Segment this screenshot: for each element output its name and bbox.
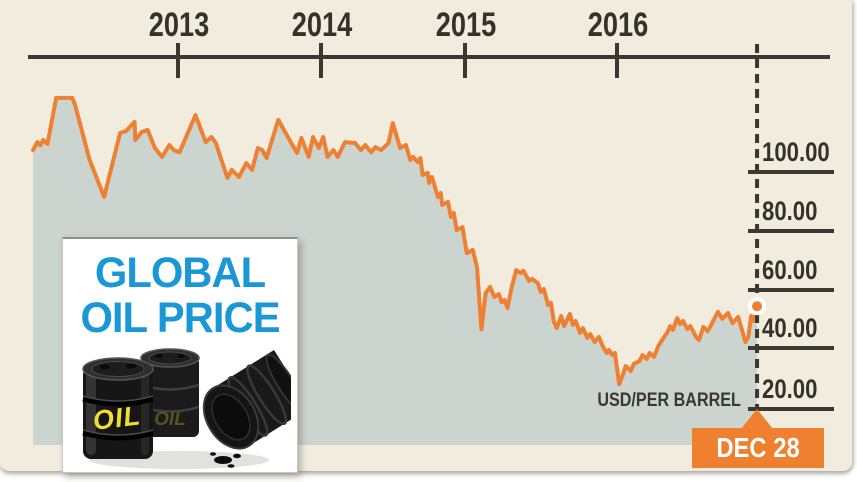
barrel-middle-oil-label: OIL bbox=[154, 409, 186, 430]
year-axis-line bbox=[28, 55, 830, 59]
inset-title-card: GLOBAL OIL PRICE OIL bbox=[62, 237, 298, 473]
year-tick-2016 bbox=[615, 43, 619, 78]
oil-splat bbox=[210, 452, 241, 468]
price-tick-40 bbox=[748, 346, 834, 350]
price-tick-60 bbox=[748, 288, 834, 292]
price-tick-80 bbox=[748, 229, 834, 233]
price-label-80: 80.00 bbox=[762, 196, 818, 226]
price-tick-20 bbox=[748, 407, 834, 411]
oil-barrels-illustration: OIL bbox=[82, 348, 291, 469]
barrel-front: OIL bbox=[82, 357, 154, 459]
latest-price-dot bbox=[748, 297, 767, 316]
price-line bbox=[31, 95, 759, 387]
price-tick-100 bbox=[748, 170, 834, 174]
unit-label: USD/PER BARREL bbox=[597, 390, 741, 411]
year-tick-2014 bbox=[319, 43, 323, 78]
barrel-lying bbox=[202, 350, 291, 450]
year-tick-2013 bbox=[176, 43, 180, 78]
price-label-20: 20.00 bbox=[762, 374, 818, 404]
year-label-2015: 2015 bbox=[435, 6, 497, 44]
year-label-2014: 2014 bbox=[291, 6, 353, 44]
chart-title-line2: OIL PRICE bbox=[80, 294, 280, 342]
barrel-front-oil-label: OIL bbox=[91, 400, 142, 436]
dec28-flag-label: DEC 28 bbox=[716, 432, 800, 463]
price-label-40: 40.00 bbox=[762, 313, 818, 343]
dec28-arrow bbox=[741, 409, 773, 429]
chart-title-line1: GLOBAL bbox=[94, 249, 266, 297]
price-label-60: 60.00 bbox=[762, 255, 818, 285]
dec28-flag: DEC 28 bbox=[692, 428, 824, 468]
year-label-2013: 2013 bbox=[148, 6, 210, 44]
year-label-2016: 2016 bbox=[587, 6, 649, 44]
year-tick-2015 bbox=[463, 43, 467, 78]
price-label-100: 100.00 bbox=[762, 137, 830, 167]
